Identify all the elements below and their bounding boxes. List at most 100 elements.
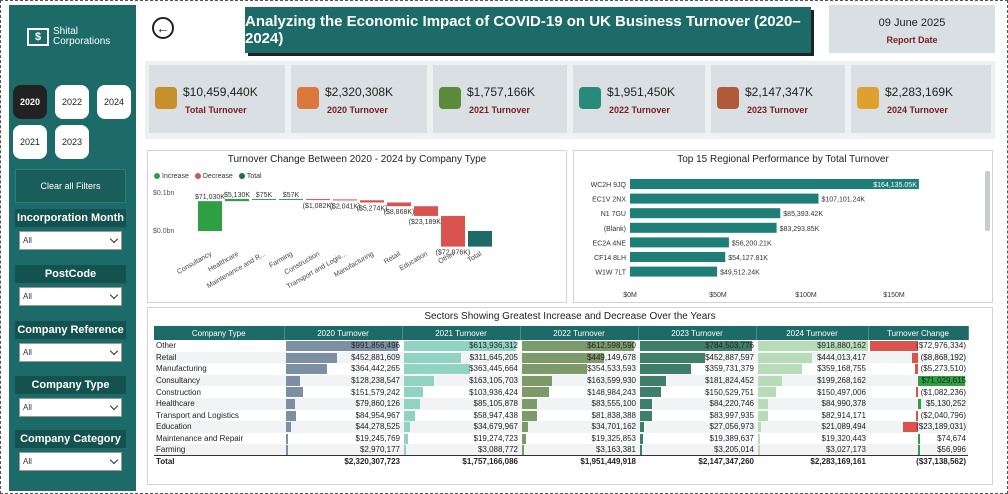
cell-value: $84,990,378 — [821, 399, 867, 409]
turnover-cell: $612,598,590 — [520, 340, 638, 352]
slicer-dropdown[interactable]: All — [19, 343, 122, 362]
turnover-cell: $444,013,417 — [756, 351, 868, 364]
total-row: Total $2,320,307,723 $1,757,166,086 $1,951,… — [154, 455, 968, 468]
slicer-dropdown[interactable]: All — [19, 452, 122, 471]
waterfall-bar — [360, 200, 384, 203]
year-button-2020[interactable]: 2020 — [13, 85, 47, 119]
cell-value: $452,881,609 — [351, 352, 400, 362]
year-button-2023[interactable]: 2023 — [55, 125, 89, 159]
turnover-cell: ($2,040,796) — [868, 409, 968, 422]
data-bar — [758, 410, 769, 421]
cell-value: $359,731,379 — [705, 364, 754, 374]
data-bar — [404, 352, 461, 363]
chevron-down-icon — [109, 234, 119, 244]
legend-item: Decrease — [194, 173, 233, 180]
change-bar — [918, 375, 965, 386]
data-bar — [404, 364, 471, 375]
waterfall-data-label: ($72,976K) — [436, 250, 471, 257]
turnover-cell: $311,645,205 — [402, 351, 520, 364]
turnover-cell: $363,445,664 — [402, 363, 520, 375]
kpi-value: $10,459,440K — [183, 85, 258, 99]
waterfall-bar — [252, 198, 276, 200]
turnover-cell: ($23,189,031) — [868, 421, 968, 433]
table-row[interactable]: Other $991,856,496 $613,936,312 $612,598,59… — [154, 340, 968, 352]
slicer-dropdown[interactable]: All — [19, 287, 122, 306]
cell-value: $199,268,162 — [817, 376, 866, 386]
table-row[interactable]: Construction $151,579,242 $103,936,424 $148… — [154, 386, 968, 398]
regional-panel: Top 15 Regional Performance by Total Tur… — [573, 150, 993, 303]
table-row[interactable]: Retail $452,881,609 $311,645,205 $449,149,6… — [154, 351, 968, 364]
data-bar — [758, 398, 769, 409]
turnover-cell: $128,238,547 — [284, 374, 402, 387]
cell-value: $19,320,443 — [821, 434, 867, 444]
cell-value: ($1,082,236) — [920, 387, 966, 397]
data-bar — [640, 387, 662, 398]
region-label: W1W 7LT — [595, 270, 626, 277]
turnover-cell: $364,442,265 — [284, 363, 402, 375]
x-tick-label: $150M — [883, 292, 905, 299]
scrollbar[interactable] — [985, 171, 990, 231]
sectors-table-panel: Sectors Showing Greatest Increase and De… — [147, 307, 993, 485]
table-row[interactable]: Consultancy $128,238,547 $163,105,703 $163,… — [154, 374, 968, 387]
company-type-cell: Other — [154, 340, 284, 352]
year-button-2024[interactable]: 2024 — [97, 85, 131, 119]
column-header[interactable]: Company Type — [154, 326, 285, 340]
data-bar — [522, 352, 605, 363]
table-row[interactable]: Farming $2,970,177 $3,088,772 $3,163,381 $3,… — [154, 444, 968, 456]
turnover-cell: $150,529,751 — [638, 386, 756, 398]
data-bar — [286, 422, 291, 433]
turnover-cell: $21,089,494 — [756, 421, 868, 433]
company-type-cell: Transport and Logistics — [154, 409, 284, 422]
slicer-dropdown[interactable]: All — [19, 231, 122, 250]
column-header[interactable]: 2024 Turnover — [756, 326, 869, 340]
table-row[interactable]: Maintenance and Repair $19,245,769 $19,274… — [154, 432, 968, 445]
change-bar — [916, 410, 918, 421]
turnover-cell: $3,027,173 — [756, 444, 868, 456]
table-row[interactable]: Manufacturing $364,442,265 $363,445,664 $35… — [154, 363, 968, 375]
turnover-cell: $79,860,126 — [284, 397, 402, 410]
column-header[interactable]: 2020 Turnover — [284, 326, 403, 340]
region-value-label: $54,127.81K — [728, 255, 768, 262]
slicer-dropdown[interactable]: All — [19, 398, 122, 417]
clear-filters-button[interactable]: Clear all Filters — [15, 169, 126, 203]
company-type-cell: Manufacturing — [154, 363, 284, 375]
year-button-2022[interactable]: 2022 — [55, 85, 89, 119]
turnover-cell: $181,824,452 — [638, 374, 756, 387]
company-type-cell: Education — [154, 421, 284, 433]
cell-value: $19,389,637 — [709, 434, 755, 444]
cell-value: $363,445,664 — [469, 364, 518, 374]
column-header[interactable]: Turnover Change — [868, 326, 969, 340]
table-row[interactable]: Healthcare $79,860,126 $85,105,878 $83,555,… — [154, 397, 968, 410]
data-bar — [404, 410, 415, 421]
turnover-cell: $354,533,593 — [520, 363, 638, 375]
cell-value: $44,278,525 — [355, 422, 401, 432]
turnover-cell: $3,205,014 — [638, 444, 756, 456]
data-bar — [286, 433, 289, 444]
turnover-cell: $34,679,967 — [402, 421, 520, 433]
table-row[interactable]: Education $44,278,525 $34,679,967 $34,701,1… — [154, 421, 968, 433]
region-bar — [630, 193, 819, 204]
data-bar — [758, 433, 761, 444]
x-tick-label: $50M — [709, 292, 727, 299]
cell-value: $3,163,381 — [595, 445, 636, 455]
back-arrow-icon[interactable]: ← — [152, 17, 174, 39]
brand-line1: Shital — [53, 26, 79, 37]
column-header[interactable]: 2023 Turnover — [638, 326, 757, 340]
data-bar — [286, 445, 288, 456]
data-bar — [640, 398, 653, 409]
money-growth-icon — [155, 87, 177, 109]
column-header[interactable]: 2021 Turnover — [402, 326, 521, 340]
page-title: Analyzing the Economic Impact of COVID-1… — [245, 7, 811, 53]
data-bar — [640, 375, 666, 386]
cell-value: ($5,273,510) — [920, 364, 966, 374]
data-bar — [758, 445, 760, 456]
cell-value: $81,838,388 — [591, 410, 637, 420]
cell-value: $150,497,006 — [817, 387, 866, 397]
slicer-title: Company Reference — [15, 321, 126, 339]
cell-value: $359,168,755 — [817, 364, 866, 374]
year-button-2021[interactable]: 2021 — [13, 125, 47, 159]
data-bar — [640, 422, 644, 433]
total-cell: $2,147,347,260 — [638, 455, 756, 468]
table-row[interactable]: Transport and Logistics $84,954,967 $58,94… — [154, 409, 968, 422]
column-header[interactable]: 2022 Turnover — [520, 326, 639, 340]
